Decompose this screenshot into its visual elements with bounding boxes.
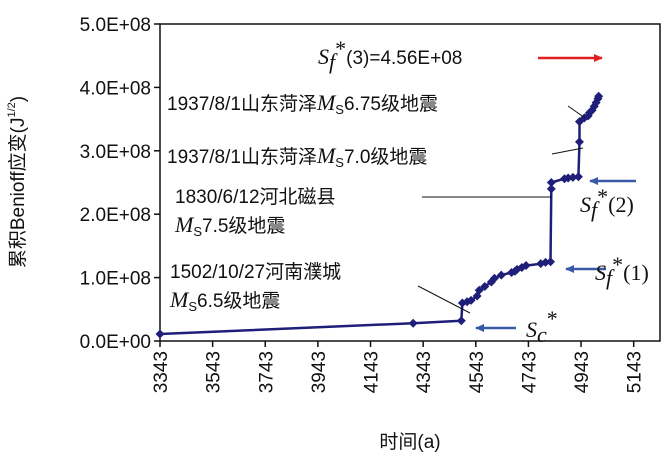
x-tick-label: 4343 bbox=[414, 351, 435, 393]
sc-s: S bbox=[526, 317, 537, 342]
x-axis-title: 时间(a) bbox=[379, 431, 440, 453]
y-tick-label: 3.0E+08 bbox=[80, 142, 151, 163]
svg-text:1937/8/1山东菏泽MS7.0级地震: 1937/8/1山东菏泽MS7.0级地震 bbox=[167, 143, 427, 170]
sf2-s: S bbox=[580, 192, 591, 217]
y-tick-label: 5.0E+08 bbox=[80, 15, 151, 36]
svg-text:Sf*(3)=4.56E+08: Sf*(3)=4.56E+08 bbox=[318, 36, 462, 74]
data-point bbox=[574, 137, 584, 147]
sf1-sub: f bbox=[606, 265, 615, 290]
data-point bbox=[546, 257, 556, 267]
x-tick-label: 3943 bbox=[309, 351, 330, 393]
event-1502-line1: 1502/10/27河南濮城 bbox=[170, 261, 341, 283]
y-tick-label: 1.0E+08 bbox=[80, 269, 151, 290]
svg-text:累积Benioff应变(J1/2): 累积Benioff应变(J1/2) bbox=[6, 96, 29, 268]
event-1937-675-post: 6.75级地震 bbox=[344, 93, 438, 115]
event-1502-sub: S bbox=[188, 299, 197, 314]
y-axis-ticks: 0.0E+00 1.0E+08 2.0E+08 3.0E+08 4.0E+08 5.0E+… bbox=[80, 15, 160, 353]
sf1-star: * bbox=[612, 252, 623, 277]
data-point bbox=[496, 270, 506, 280]
x-tick-label: 4943 bbox=[572, 351, 593, 393]
sc-sub: c bbox=[537, 322, 547, 347]
event-1937-675-pre: 1937/8/1山东菏泽 bbox=[167, 93, 317, 115]
x-tick-label: 3343 bbox=[151, 351, 172, 393]
event-1937-675-leader bbox=[567, 105, 586, 119]
svg-text:Sf*(1): Sf*(1) bbox=[595, 252, 649, 290]
event-1937-70-leader bbox=[551, 147, 584, 155]
y-tick-label: 0.0E+00 bbox=[80, 332, 151, 353]
event-1937-675: 1937/8/1山东菏泽MS6.75级地震 bbox=[167, 90, 586, 119]
sf2-sub: f bbox=[591, 197, 600, 222]
threshold-sc: Sc* bbox=[475, 306, 558, 347]
y-axis-title: 累积Benioff应变(J1/2) bbox=[6, 96, 29, 268]
event-1830-line1: 1830/6/12河北磁县 bbox=[175, 186, 336, 208]
data-point bbox=[546, 178, 556, 187]
event-1937-70: 1937/8/1山东菏泽MS7.0级地震 bbox=[167, 143, 584, 170]
sc-star: * bbox=[547, 306, 558, 331]
threshold-sf3: Sf*(3)=4.56E+08 bbox=[318, 36, 603, 74]
event-1937-70-sub: S bbox=[335, 155, 344, 170]
sf3-s: S bbox=[318, 44, 329, 69]
data-point bbox=[408, 318, 418, 328]
sf1-rest: (1) bbox=[623, 260, 649, 285]
y-axis-title-main: 累积Benioff应变(J bbox=[7, 117, 29, 268]
event-1502-post: 6.5级地震 bbox=[197, 290, 280, 312]
sf3-star: * bbox=[335, 36, 346, 61]
data-point bbox=[480, 281, 490, 291]
event-1937-70-mag: M bbox=[316, 143, 337, 168]
threshold-sf2: Sf*(2) bbox=[580, 177, 636, 222]
sf3-sub: f bbox=[329, 49, 338, 74]
y-tick-label: 2.0E+08 bbox=[80, 205, 151, 226]
event-1937-70-post: 7.0级地震 bbox=[344, 146, 427, 168]
sf2-rest: (2) bbox=[608, 192, 634, 217]
x-tick-label: 4743 bbox=[519, 351, 540, 393]
plot-frame bbox=[159, 23, 661, 342]
x-axis-ticks: 3343 3543 3743 3943 4143 4343 4543 4743 4943 5143 bbox=[151, 341, 646, 393]
x-tick-label: 4543 bbox=[467, 351, 488, 393]
event-1830-mag: M bbox=[174, 212, 195, 237]
data-point bbox=[466, 295, 476, 305]
threshold-sf1: Sf*(1) bbox=[565, 252, 649, 290]
series-layer bbox=[155, 91, 604, 339]
event-1502-leader bbox=[417, 285, 471, 314]
x-tick-label: 3743 bbox=[256, 351, 277, 393]
x-tick-label: 5143 bbox=[625, 351, 646, 393]
data-point bbox=[489, 273, 499, 283]
event-1830: 1830/6/12河北磁县 MS7.5级地震 bbox=[174, 186, 552, 239]
svg-text:MS6.5级地震: MS6.5级地震 bbox=[169, 287, 280, 314]
y-tick-label: 4.0E+08 bbox=[80, 78, 151, 99]
data-point bbox=[474, 285, 484, 295]
event-1830-sub: S bbox=[193, 224, 202, 239]
sf1-s: S bbox=[595, 260, 606, 285]
x-tick-label: 3543 bbox=[204, 351, 225, 393]
data-point bbox=[456, 316, 466, 326]
event-1502: 1502/10/27河南濮城 MS6.5级地震 bbox=[169, 261, 471, 314]
sf3-value: (3)=4.56E+08 bbox=[346, 48, 462, 69]
svg-text:Sc*: Sc* bbox=[526, 306, 558, 347]
data-point bbox=[573, 172, 583, 182]
data-point bbox=[568, 172, 578, 182]
svg-text:1937/8/1山东菏泽MS6.75级地震: 1937/8/1山东菏泽MS6.75级地震 bbox=[167, 90, 438, 117]
svg-text:MS7.5级地震: MS7.5级地震 bbox=[174, 212, 285, 239]
svg-text:Sf*(2): Sf*(2) bbox=[580, 184, 634, 222]
sf2-star: * bbox=[597, 184, 608, 209]
data-point bbox=[521, 261, 531, 271]
event-1937-70-pre: 1937/8/1山东菏泽 bbox=[167, 146, 317, 168]
data-point bbox=[546, 184, 556, 194]
data-point bbox=[155, 329, 165, 339]
event-1502-mag: M bbox=[169, 287, 190, 312]
event-1937-675-sub: S bbox=[335, 102, 344, 117]
event-1937-675-mag: M bbox=[316, 90, 337, 115]
y-axis-title-close: ) bbox=[8, 96, 29, 102]
x-tick-label: 4143 bbox=[362, 351, 383, 393]
y-axis-title-superscript: 1/2 bbox=[6, 102, 18, 117]
event-1830-post: 7.5级地震 bbox=[202, 215, 285, 237]
data-point bbox=[594, 91, 604, 101]
